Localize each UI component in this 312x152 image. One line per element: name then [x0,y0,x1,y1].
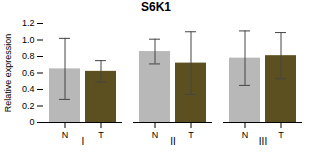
svg-text:III: III [259,136,267,147]
svg-text:N: N [152,130,159,140]
svg-text:T: T [188,130,194,140]
svg-text:0.8: 0.8 [22,51,35,61]
svg-text:0: 0 [29,117,34,127]
svg-text:1.0: 1.0 [22,35,35,45]
svg-text:Relative expression: Relative expression [3,34,13,113]
svg-text:0.2: 0.2 [22,101,35,111]
html-text:S6K1: S6K1 [141,0,171,14]
svg-text:II: II [170,136,176,147]
svg-text:N: N [62,130,69,140]
svg-text:1.2: 1.2 [22,18,35,28]
svg-text:0.4: 0.4 [22,84,35,94]
svg-text:N: N [242,130,249,140]
svg-text:T: T [278,130,284,140]
svg-text:I: I [82,136,85,147]
svg-text:0.6: 0.6 [22,68,35,78]
svg-text:T: T [98,130,104,140]
